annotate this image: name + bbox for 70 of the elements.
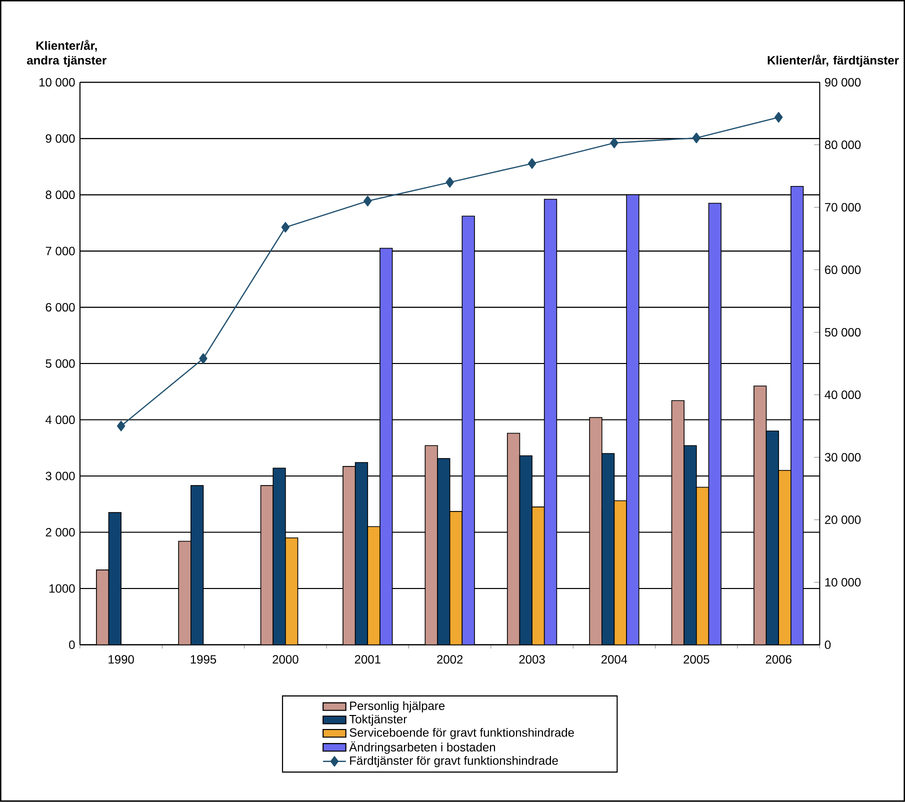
x-tick-label: 1990 (108, 655, 134, 664)
bar (754, 386, 767, 645)
bar (671, 400, 684, 645)
x-tick-label: 2006 (766, 655, 792, 664)
y2-tick-label: 60 000 (825, 266, 861, 274)
point (692, 132, 701, 144)
y-tick-label: 10 000 (39, 78, 75, 87)
x-tick-label: 1995 (190, 655, 216, 664)
y-tick-label: 6 000 (46, 303, 75, 312)
x-tick-label: 2003 (519, 655, 545, 664)
y-tick-label: 5 000 (46, 359, 75, 368)
point (281, 222, 290, 233)
x-tick-label: 2000 (272, 655, 298, 664)
point (528, 158, 536, 169)
x-tick-label: 2001 (354, 655, 380, 664)
y2-axis-title: Klienter/år, färdtjänster (768, 54, 899, 68)
y-tick-label: 0 (69, 640, 75, 650)
legend-label: Serviceboende för gravt funktionshindrade (350, 728, 574, 740)
y2-tick-label: 90 000 (824, 78, 861, 87)
y-tick-label: 8 000 (46, 190, 75, 200)
y2-tick-label: 80 000 (824, 140, 861, 150)
legend-label: Toktjänster (349, 714, 407, 726)
x-tick-label: 2004 (601, 655, 628, 664)
bar (790, 186, 804, 645)
point (116, 420, 126, 432)
bar (260, 485, 274, 645)
bar (766, 430, 779, 645)
point (364, 196, 372, 206)
y2-tick-label: 20 000 (825, 516, 861, 524)
legend-label: Personlig hjälpare (350, 701, 445, 713)
legend-label: Ändringsarbeten i bostaden (349, 741, 496, 754)
bar (684, 445, 697, 645)
bar (462, 216, 475, 645)
bar (589, 417, 602, 645)
x-tick-label: 2002 (437, 655, 463, 664)
y2-tick-label: 40 000 (824, 390, 861, 400)
x-tick-label: 2005 (684, 655, 710, 664)
point (610, 138, 618, 148)
y-tick-label: 3 000 (46, 472, 75, 480)
y2-tick-label: 0 (824, 640, 831, 650)
bar (519, 456, 532, 645)
y-tick-label: 9 000 (46, 134, 75, 143)
bar (342, 466, 356, 645)
bar (108, 512, 122, 645)
y-tick-label: 7 000 (46, 246, 75, 256)
y-tick-label: 1000 (49, 584, 75, 593)
bar (544, 199, 558, 645)
bar (506, 433, 520, 645)
y-axis-title: Klienter/år, andra tjänster (27, 40, 106, 68)
bar (437, 458, 450, 645)
bar (272, 468, 286, 645)
y-tick-label: 2 000 (46, 528, 75, 537)
bar (601, 453, 615, 645)
point (774, 112, 783, 123)
y2-tick-label: 70 000 (825, 203, 861, 212)
bar (424, 445, 438, 645)
legend-label: Färdtjänster för gravt funktionshindrade (350, 756, 558, 768)
y2-tick-label: 10 000 (825, 578, 861, 587)
point (446, 177, 454, 188)
y2-tick-label: 50 000 (824, 328, 861, 337)
bar (380, 248, 393, 645)
bar (626, 194, 640, 645)
y2-tick-label: 30 000 (824, 453, 861, 462)
bar (96, 570, 110, 645)
bar (190, 485, 204, 645)
point (199, 353, 208, 364)
bar (708, 202, 722, 645)
bar (354, 462, 368, 645)
bar (178, 541, 192, 645)
y-tick-label: 4 000 (46, 416, 75, 424)
